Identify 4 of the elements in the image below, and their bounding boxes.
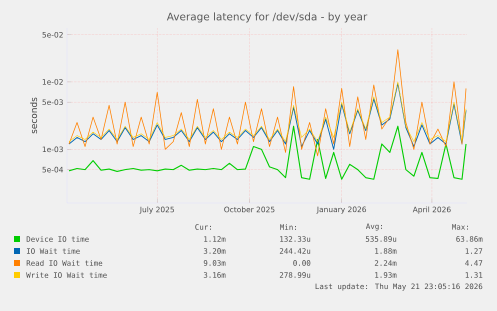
chart-title: Average latency for /dev/sda - by year [166, 12, 368, 22]
line-series [68, 49, 466, 156]
y-axis-title: seconds [30, 98, 38, 134]
line-series [68, 126, 467, 180]
